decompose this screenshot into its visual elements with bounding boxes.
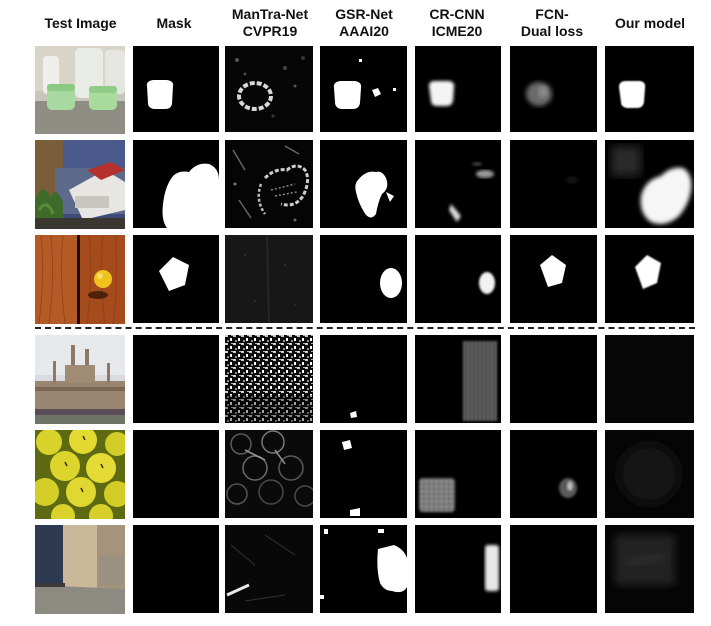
ours-row2 — [605, 140, 694, 228]
ours-row5 — [605, 430, 694, 518]
gsr-row4 — [320, 335, 407, 423]
test-image-printer-room — [35, 140, 125, 229]
crcnn-row2 — [415, 140, 501, 228]
fcn-row6 — [510, 525, 597, 613]
header-line2: AAAI20 — [339, 23, 389, 39]
mask-row3 — [133, 235, 219, 323]
header-line1: ManTra-Net — [231, 6, 309, 22]
crcnn-row3 — [415, 235, 501, 323]
ours-row3 — [605, 235, 694, 323]
mantra-row1 — [225, 46, 313, 132]
gsr-row3 — [320, 235, 407, 323]
header-test-image: Test Image — [33, 0, 128, 46]
mantra-row6 — [225, 525, 313, 613]
mantra-row3 — [225, 235, 313, 323]
mask-row4 — [133, 335, 219, 423]
header-line1: Test Image — [44, 14, 117, 31]
header-our-model: Our model — [604, 0, 696, 46]
header-line1: Mask — [156, 14, 192, 31]
crcnn-row4 — [415, 335, 501, 423]
fcn-row4 — [510, 335, 597, 423]
test-image-yellow-apples — [35, 430, 125, 519]
gsr-row5 — [320, 430, 407, 518]
test-image-hallway-corner — [35, 525, 125, 614]
test-image-college-building — [35, 335, 125, 424]
header-mask: Mask — [131, 0, 217, 46]
fcn-row1 — [510, 46, 597, 132]
mantra-row4 — [225, 335, 313, 423]
fcn-row5 — [510, 430, 597, 518]
header-line2: ICME20 — [431, 23, 483, 39]
gsr-row6 — [320, 525, 407, 613]
ours-row1 — [605, 46, 694, 132]
fcn-row2 — [510, 140, 597, 228]
gsr-row1 — [320, 46, 407, 132]
test-image-kitchen-containers — [35, 46, 125, 134]
mask-row2 — [133, 140, 219, 228]
crcnn-row6 — [415, 525, 501, 613]
header-fcn-dual-loss: FCN- Dual loss — [508, 0, 596, 46]
header-line1: CR-CNN — [429, 6, 485, 22]
header-line2: CVPR19 — [242, 23, 298, 39]
mask-row1 — [133, 46, 219, 132]
group-separator — [35, 327, 695, 329]
mantra-row2 — [225, 140, 313, 228]
mask-row6 — [133, 525, 219, 613]
crcnn-row5 — [415, 430, 501, 518]
mask-row5 — [133, 430, 219, 518]
header-line1: GSR-Net — [335, 6, 393, 22]
crcnn-row1 — [415, 46, 501, 132]
header-cr-cnn: CR-CNN ICME20 — [413, 0, 501, 46]
ours-row4 — [605, 335, 694, 423]
header-gsr-net: GSR-Net AAAI20 — [320, 0, 408, 46]
mantra-row5 — [225, 430, 313, 518]
header-mantra-net: ManTra-Net CVPR19 — [224, 0, 316, 46]
header-line1: Our model — [614, 14, 685, 31]
ours-row6 — [605, 525, 694, 613]
header-line1: FCN- — [535, 6, 569, 22]
test-image-wood-door-lemon — [35, 235, 125, 324]
fcn-row3 — [510, 235, 597, 323]
gsr-row2 — [320, 140, 407, 228]
header-line2: Dual loss — [520, 23, 584, 39]
